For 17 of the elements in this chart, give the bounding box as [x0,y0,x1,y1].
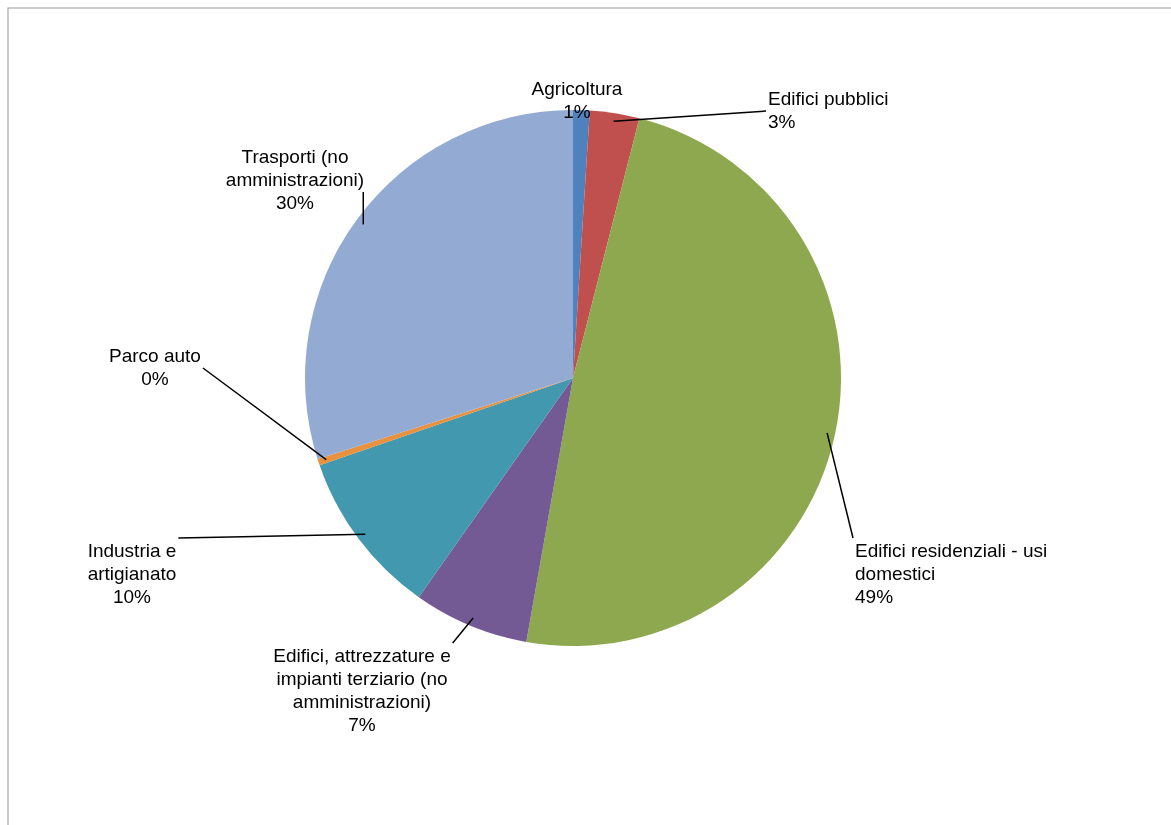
slice-label: Edifici, attrezzature e impianti terziario (no amministrazioni) [273,645,451,712]
data-label: 3% [768,111,796,132]
slice-label: Edifici residenziali - usi domestici [855,540,1048,584]
data-label: 10% [112,586,152,607]
pie-slice [317,378,573,466]
slice-label: Edifici pubblici [768,88,889,109]
slice-label: Trasporti (no amministrazioni) [225,146,365,190]
data-label: 30% [275,192,315,213]
pie-slice [319,378,573,598]
slice-label: Parco auto [109,345,201,366]
slice-label: Industria e artigianato [87,540,177,584]
data-label: 1% [563,101,591,122]
data-label: 7% [348,714,376,735]
slice-label: Agricoltura [531,78,623,99]
data-label: 0% [141,368,169,389]
pie-slice [418,378,573,642]
data-label: 49% [855,586,894,607]
